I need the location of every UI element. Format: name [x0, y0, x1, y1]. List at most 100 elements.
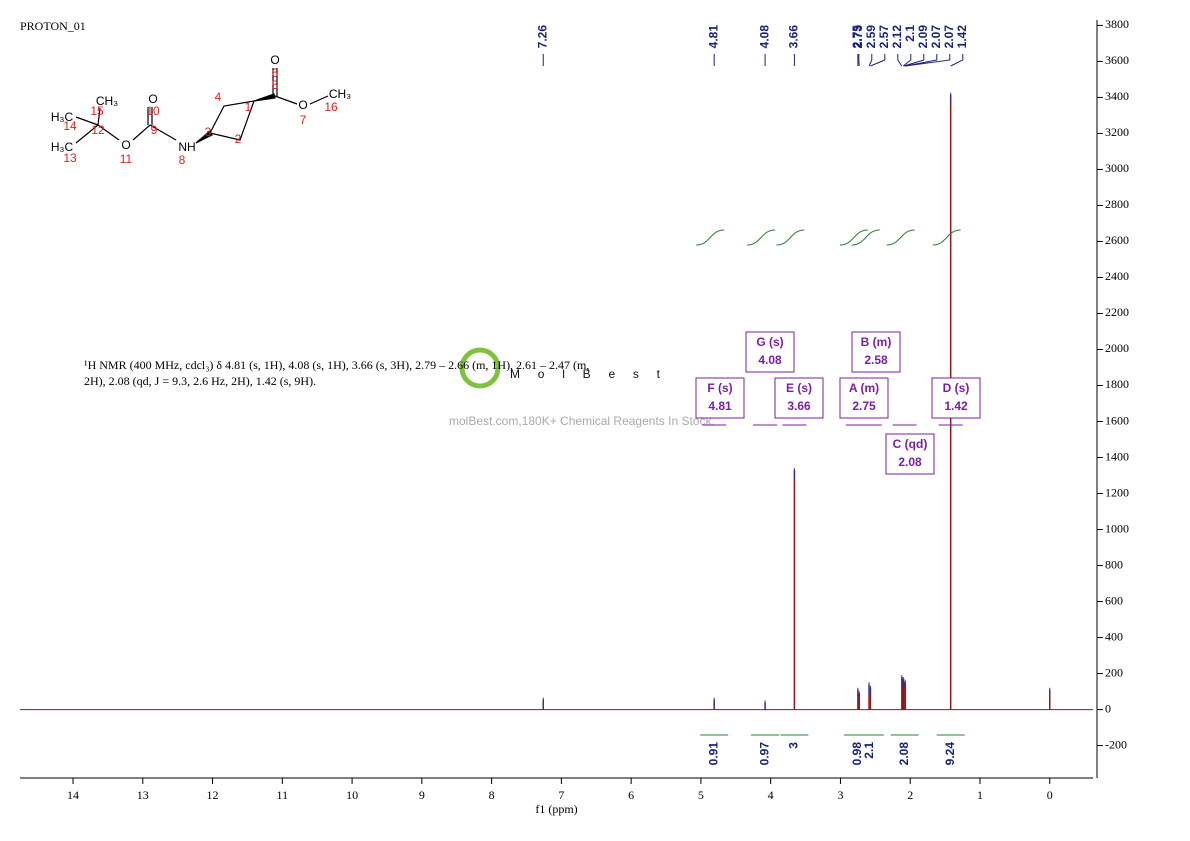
atom-number: 7 — [300, 113, 307, 127]
peak-label: 4.81 — [706, 25, 720, 49]
peak-label: 2.1 — [903, 25, 917, 42]
atom-number: 8 — [179, 153, 186, 167]
nmr-description: ¹H NMR (400 MHz, cdcl₃) δ 4.81 (s, 1H), … — [84, 358, 589, 372]
multiplet-value: 3.66 — [787, 399, 811, 413]
x-axis-label: f1 (ppm) — [535, 802, 577, 816]
y-tick-label: 1000 — [1105, 521, 1129, 535]
multiplet-label: B (m) — [861, 335, 892, 349]
peak-label: 4.08 — [757, 25, 771, 49]
integral-curve — [839, 229, 868, 246]
peak-leader — [902, 54, 912, 67]
x-tick-label: 14 — [67, 788, 79, 802]
x-tick-label: 2 — [907, 788, 913, 802]
y-tick-label: 0 — [1105, 701, 1111, 715]
y-tick-label: 2000 — [1105, 341, 1129, 355]
atom-number: 15 — [90, 104, 104, 118]
atom-number: 1 — [245, 100, 252, 114]
integral-curve — [696, 229, 725, 246]
atom-label: CH₃ — [96, 94, 118, 108]
integral-value: 2.1 — [862, 742, 876, 759]
integral-value: 2.08 — [897, 742, 911, 766]
atom-number: 3 — [205, 125, 212, 139]
x-tick-label: 6 — [628, 788, 634, 802]
multiplet-box — [885, 433, 935, 475]
y-tick-label: 3600 — [1105, 53, 1129, 67]
y-tick-label: 3800 — [1105, 17, 1129, 31]
x-tick-label: 12 — [207, 788, 219, 802]
x-tick-label: 7 — [558, 788, 564, 802]
multiplet-box — [695, 377, 745, 419]
y-tick-label: 1600 — [1105, 413, 1129, 427]
atom-number: 16 — [324, 100, 338, 114]
atom-number: 9 — [151, 123, 158, 137]
x-tick-label: 3 — [837, 788, 843, 802]
multiplet-value: 2.08 — [898, 455, 922, 469]
multiplet-value: 2.58 — [864, 353, 888, 367]
peak-label: 2.75 — [850, 25, 864, 49]
atom-number: 11 — [120, 152, 133, 166]
y-tick-label: 2400 — [1105, 269, 1129, 283]
multiplet-value: 4.08 — [758, 353, 782, 367]
peak-label: 2.73 — [851, 25, 865, 49]
y-tick-label: 1800 — [1105, 377, 1129, 391]
y-tick-label: 2600 — [1105, 233, 1129, 247]
integral-value: 3 — [787, 742, 801, 749]
multiplet-box — [745, 331, 795, 373]
peak-label: 2.59 — [864, 25, 878, 49]
y-tick-label: 1400 — [1105, 449, 1129, 463]
multiplet-box — [931, 377, 981, 419]
integral-curve — [776, 229, 805, 246]
y-tick-label: 200 — [1105, 665, 1123, 679]
y-tick-label: 2800 — [1105, 197, 1129, 211]
atom-label: H₃C — [51, 110, 74, 124]
x-tick-label: 0 — [1047, 788, 1053, 802]
logo-icon — [459, 347, 501, 389]
atom-number: 13 — [63, 151, 77, 165]
atom-label: O — [298, 98, 307, 112]
peak-leader — [950, 54, 964, 67]
peak-label: 2.12 — [890, 25, 904, 49]
y-tick-label: 2200 — [1105, 305, 1129, 319]
multiplet-value: 1.42 — [944, 399, 968, 413]
atom-number: 6 — [272, 66, 279, 80]
multiplet-label: G (s) — [756, 335, 783, 349]
x-tick-label: 10 — [346, 788, 358, 802]
x-tick-label: 4 — [768, 788, 774, 802]
y-tick-label: 3400 — [1105, 89, 1129, 103]
atom-label: NH — [178, 140, 195, 154]
watermark-text: molBest.com,180K+ Chemical Reagents In S… — [449, 414, 715, 428]
multiplet-label: F (s) — [707, 381, 732, 395]
multiplet-label: D (s) — [943, 381, 970, 395]
y-tick-label: -200 — [1105, 737, 1127, 751]
x-tick-label: 1 — [977, 788, 983, 802]
multiplet-value: 4.81 — [708, 399, 732, 413]
peak-leader — [858, 54, 860, 67]
peak-label: 2.07 — [942, 25, 956, 49]
integral-value: 0.91 — [706, 742, 720, 766]
atom-number: 10 — [146, 104, 160, 118]
multiplet-value: 2.75 — [852, 399, 876, 413]
integral-value: 0.97 — [757, 742, 771, 766]
multiplet-label: C (qd) — [893, 437, 928, 451]
peak-leader — [868, 54, 873, 67]
integral-curve — [851, 229, 880, 246]
y-tick-label: 600 — [1105, 593, 1123, 607]
atom-number: 12 — [91, 123, 105, 137]
atom-number: 5 — [272, 78, 279, 92]
peak-label: 2.07 — [929, 25, 943, 49]
peak-label: 3.66 — [787, 25, 801, 49]
atom-number: 4 — [215, 90, 222, 104]
y-tick-label: 800 — [1105, 557, 1123, 571]
peak-label: 7.26 — [535, 25, 549, 49]
multiplet-box — [774, 377, 824, 419]
peak-leader — [905, 54, 938, 67]
x-tick-label: 11 — [277, 788, 289, 802]
integral-curve — [886, 229, 915, 246]
atom-label: O — [121, 138, 130, 152]
x-tick-label: 8 — [489, 788, 495, 802]
title: PROTON_01 — [20, 19, 86, 33]
x-tick-label: 13 — [137, 788, 149, 802]
molecule-bonds — [75, 68, 329, 144]
integral-curve — [747, 229, 776, 246]
